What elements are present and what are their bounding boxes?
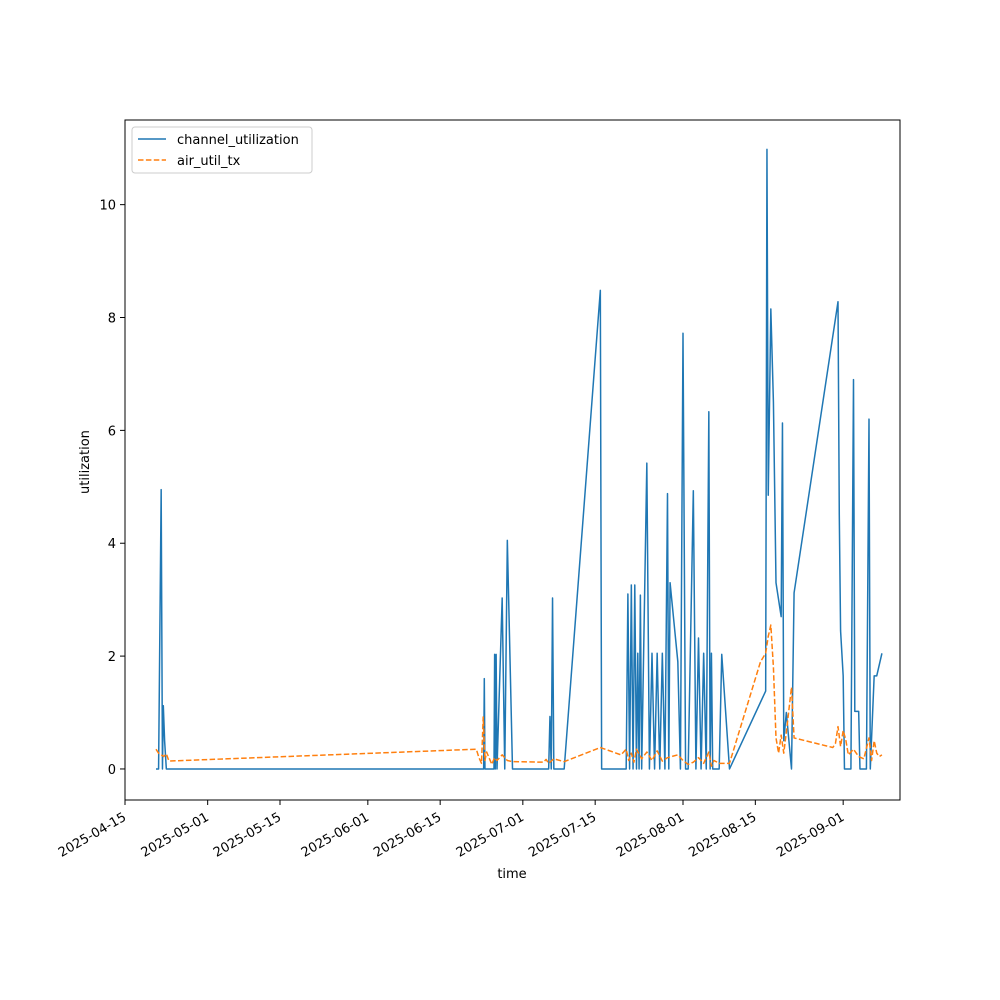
y-tick-label: 0: [108, 763, 116, 778]
y-tick-label: 4: [108, 537, 116, 552]
plot-frame: [124, 119, 901, 801]
y-tick-label: 8: [108, 312, 116, 327]
y-tick-label: 6: [108, 424, 116, 439]
legend-label-air-util-tx: air_util_tx: [177, 154, 241, 169]
series-line-channel-utilization: [156, 148, 883, 770]
series-line-air-util-tx: [155, 624, 883, 767]
y-axis-label: utilization: [78, 430, 93, 494]
y-tick-label: 10: [99, 199, 116, 214]
y-tick-label: 2: [108, 650, 116, 665]
legend-label-channel-utilization: channel_utilization: [177, 133, 299, 148]
legend-box: [131, 126, 313, 174]
legend: channel_utilization air_util_tx: [131, 126, 313, 174]
x-axis-label: time: [497, 867, 526, 882]
